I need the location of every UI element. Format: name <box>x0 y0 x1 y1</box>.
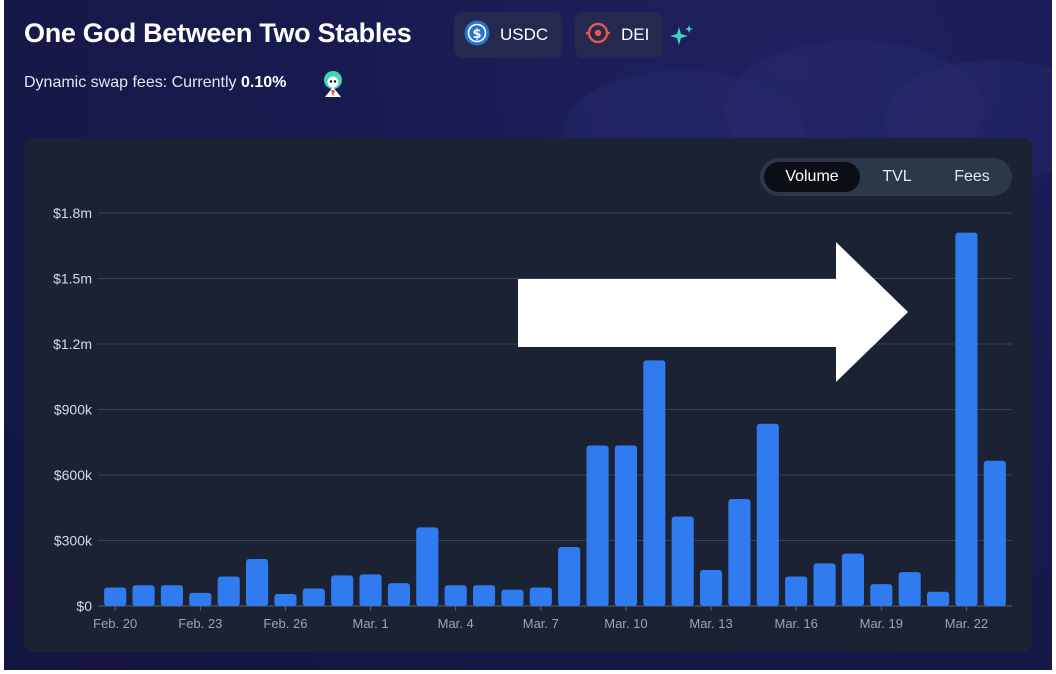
volume-bar[interactable] <box>416 527 439 606</box>
token-symbol: USDC <box>500 25 549 44</box>
volume-bar[interactable] <box>359 574 382 606</box>
volume-bar[interactable] <box>160 585 184 606</box>
volume-bar[interactable] <box>472 585 496 606</box>
volume-bar[interactable] <box>302 588 325 606</box>
volume-bar[interactable] <box>983 460 1006 606</box>
volume-bar[interactable] <box>671 516 694 606</box>
volume-bar[interactable] <box>444 585 467 606</box>
x-tick-label: Feb. 20 <box>93 616 137 631</box>
volume-bar[interactable] <box>926 591 950 606</box>
x-tick-label: Feb. 23 <box>178 616 222 631</box>
y-tick-label: $900k <box>54 402 93 418</box>
dei-icon <box>585 20 611 51</box>
volume-bar[interactable] <box>785 576 808 606</box>
volume-bar[interactable] <box>501 589 524 606</box>
volume-bar[interactable] <box>813 563 836 606</box>
x-tick-label: Mar. 16 <box>775 616 818 631</box>
y-tick-label: $1.8m <box>53 205 92 221</box>
x-tick-label: Mar. 4 <box>438 616 474 631</box>
volume-bar[interactable] <box>217 576 240 606</box>
volume-bar[interactable] <box>955 232 978 606</box>
volume-bar[interactable] <box>245 559 269 606</box>
fee-text: Dynamic swap fees: Currently 0.10% <box>24 74 287 91</box>
metric-toggle: Volume TVL Fees <box>760 158 1012 196</box>
volume-bar[interactable] <box>104 587 127 606</box>
pool-title: One God Between Two Stables <box>24 18 412 48</box>
app-frame: One God Between Two Stables $ USDC DEI <box>4 0 1052 670</box>
volume-bar[interactable] <box>870 584 893 606</box>
y-tick-label: $600k <box>54 467 93 483</box>
toggle-tvl[interactable]: TVL <box>882 168 912 185</box>
volume-bar[interactable] <box>189 592 212 606</box>
mascot-icon <box>320 70 346 103</box>
volume-chart: $0 $300k $600k $900k $1.2m $1.5m $1.8m Feb. 20 F… <box>53 205 1012 631</box>
sparkle-icon[interactable] <box>670 24 694 53</box>
volume-bar[interactable] <box>274 593 297 606</box>
volume-bar[interactable] <box>132 585 155 606</box>
y-tick-label: $300k <box>54 533 93 549</box>
volume-bar[interactable] <box>643 360 666 606</box>
y-tick-label: $1.2m <box>53 336 92 352</box>
volume-bar[interactable] <box>529 587 552 606</box>
volume-bar[interactable] <box>614 445 638 606</box>
x-tick-label: Mar. 22 <box>945 616 988 631</box>
volume-bar[interactable] <box>387 583 411 606</box>
x-tick-label: Mar. 1 <box>353 616 389 631</box>
x-tick-label: Feb. 26 <box>263 616 307 631</box>
chart-card: $0 $300k $600k $900k $1.2m $1.5m $1.8m Feb. 20 F… <box>24 138 1032 652</box>
volume-bar[interactable] <box>331 575 354 606</box>
x-tick-label: Mar. 19 <box>860 616 903 631</box>
annotation-arrow <box>518 242 908 382</box>
svg-text:$: $ <box>472 27 481 42</box>
volume-bar[interactable] <box>841 553 865 606</box>
usdc-icon: $ <box>464 20 490 51</box>
toggle-fees[interactable]: Fees <box>954 168 990 185</box>
token-chip-dei[interactable]: DEI <box>575 12 664 58</box>
volume-bar[interactable] <box>898 572 921 606</box>
x-tick-label: Mar. 13 <box>689 616 732 631</box>
volume-bar[interactable] <box>728 499 751 606</box>
toggle-volume[interactable]: Volume <box>764 162 860 192</box>
fee-value: 0.10% <box>240 74 287 91</box>
token-symbol: DEI <box>621 25 650 44</box>
y-tick-label: $1.5m <box>53 271 92 287</box>
y-tick-label: $0 <box>76 598 92 614</box>
volume-bar[interactable] <box>756 423 779 606</box>
volume-bar[interactable] <box>558 547 581 606</box>
token-chip-usdc[interactable]: $ USDC <box>454 12 563 58</box>
x-tick-label: Mar. 7 <box>523 616 559 631</box>
volume-bar[interactable] <box>699 569 723 606</box>
x-tick-label: Mar. 10 <box>604 616 647 631</box>
volume-bar[interactable] <box>586 445 609 606</box>
